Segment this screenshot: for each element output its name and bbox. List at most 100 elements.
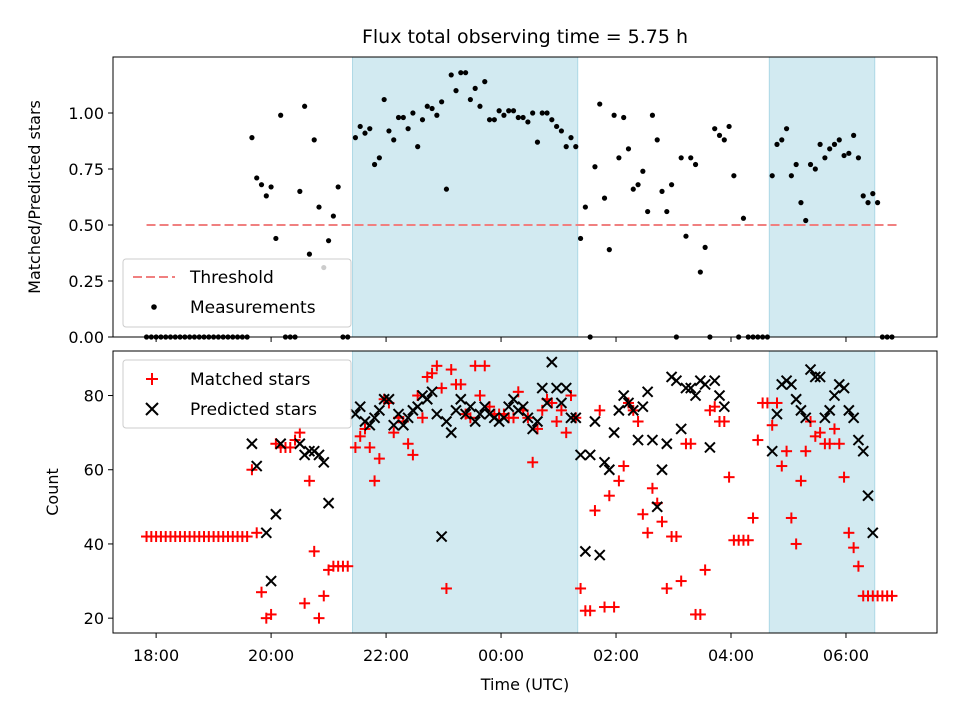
measurement-point [467, 96, 473, 103]
matched-star-marker [843, 527, 855, 539]
measurement-point [443, 186, 450, 192]
predicted-star-marker [313, 449, 325, 461]
count-y-axis-label: Count [43, 468, 62, 516]
measurement-point [645, 208, 651, 215]
measurement-point [874, 200, 881, 206]
measurement-point [352, 135, 359, 141]
predicted-star-marker [464, 400, 477, 413]
measurement-point [376, 155, 382, 161]
predicted-star-marker [397, 419, 410, 431]
predicted-star-marker [589, 415, 601, 428]
measurement-point [491, 117, 497, 123]
measurement-point [659, 188, 665, 194]
predicted-star-marker [526, 423, 539, 435]
predicted-star-marker [637, 400, 649, 413]
measurement-point [812, 166, 818, 172]
observing-window-shading [352, 56, 876, 338]
predicted-star-marker [469, 415, 481, 428]
measurement-point [410, 110, 416, 116]
matched-star-marker [838, 471, 850, 483]
measurement-point [831, 141, 838, 147]
measurement-point [630, 186, 636, 192]
measurement-point [783, 126, 790, 132]
measurement-point [477, 103, 483, 109]
measurement-point [726, 123, 732, 130]
predicted-star-marker [847, 412, 860, 424]
measurement-point [716, 132, 723, 138]
measurement-point [774, 141, 780, 147]
measurement-point [520, 114, 526, 121]
predicted-star-marker [251, 460, 263, 472]
matched-star-marker [551, 416, 563, 427]
predicted-star-marker [274, 438, 287, 450]
measurement-point [434, 112, 440, 118]
y-tick-label: 1.00 [68, 104, 104, 123]
count-panel: 20 40 60 80 18:00 20:00 22:00 00:00 02:00 04:00 0… [43, 350, 938, 694]
matched-star-marker [848, 542, 860, 554]
measurement-point [335, 184, 341, 190]
measurement-point [563, 144, 569, 150]
predicted-star-marker [421, 393, 433, 405]
predicted-star-marker [570, 412, 582, 424]
predicted-star-marker [843, 404, 855, 417]
predicted-legend-label: Predicted stars [190, 400, 317, 420]
measurement-point [367, 126, 373, 132]
measurement-point [278, 112, 284, 118]
predicted-star-marker [661, 438, 673, 450]
measurement-point [692, 161, 699, 168]
measurement-point [836, 137, 842, 143]
measurement-point [439, 99, 445, 105]
predicted-star-marker [857, 445, 869, 457]
measurement-point [798, 200, 804, 206]
measurement-point [539, 110, 545, 116]
predicted-star-marker [704, 441, 716, 454]
measurement-point [400, 114, 406, 121]
matched-star-marker [256, 586, 268, 598]
predicted-star-marker [819, 412, 831, 424]
measurement-point [721, 137, 727, 143]
matched-star-marker [474, 390, 486, 402]
measurement-point [544, 110, 550, 116]
matched-star-marker [661, 582, 673, 594]
predicted-star-marker [322, 497, 335, 509]
measurement-point [395, 114, 402, 121]
ratio-legend: Threshold Measurements [122, 258, 352, 328]
measurement-point [851, 132, 857, 138]
shaded-window-2 [768, 56, 876, 338]
matched-star-marker [800, 445, 812, 457]
measurement-point [611, 112, 617, 118]
measurement-point [592, 164, 598, 170]
chart-title: Flux total observing time = 5.75 h [362, 26, 688, 48]
measurement-point [649, 112, 656, 118]
predicted-star-marker [474, 408, 486, 420]
predicted-star-marker [867, 527, 879, 539]
measurement-point [429, 105, 435, 112]
predicted-star-marker [303, 445, 316, 457]
matched-star-marker [776, 460, 788, 472]
measurement-point [419, 117, 426, 123]
measurement-point [458, 70, 464, 76]
matched-star-marker [560, 427, 572, 439]
predicted-star-marker [709, 374, 721, 387]
measurement-point [712, 126, 718, 132]
matched-star-marker [589, 505, 601, 517]
matched-star-marker [313, 612, 325, 624]
matched-star-marker [781, 445, 793, 457]
matched-star-marker [694, 608, 706, 620]
measurement-point [273, 235, 279, 242]
matched-star-marker [479, 360, 491, 372]
matched-star-marker [308, 545, 320, 557]
predicted-star-marker [713, 389, 726, 402]
matched-star-marker [527, 456, 539, 468]
x-tick-label: 02:00 [593, 646, 639, 665]
matched-star-marker [833, 438, 845, 450]
predicted-star-markers [246, 356, 879, 587]
predicted-star-marker [828, 389, 841, 402]
matched-star-marker [699, 564, 711, 576]
measurement-point [302, 103, 308, 109]
measurement-point [865, 200, 871, 206]
matched-star-marker [718, 416, 730, 427]
time-x-axis-label: Time (UTC) [480, 675, 569, 694]
predicted-star-marker [766, 445, 778, 457]
measurement-point [822, 155, 828, 161]
